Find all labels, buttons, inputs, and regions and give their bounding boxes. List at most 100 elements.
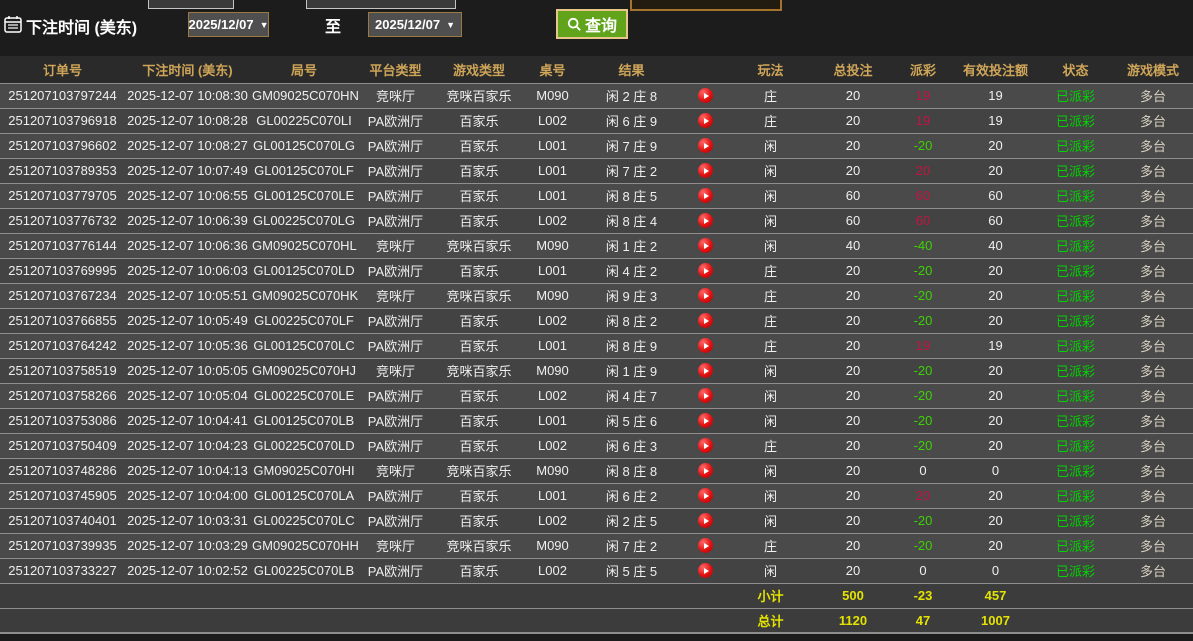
cell-total-bet: 20 [813, 307, 893, 333]
cell-bet-time: 2025-12-07 10:04:23 [125, 432, 250, 458]
cell-bet-time: 2025-12-07 10:05:04 [125, 382, 250, 408]
cell-status: 已派彩 [1038, 482, 1113, 508]
summary-total-bet: 1120 [813, 607, 893, 633]
cell-result: 闲 4 庄 2 [580, 257, 683, 283]
cell-play-type: 闲 [728, 457, 813, 483]
cell-table-no: L001 [525, 332, 580, 358]
header-game-mode: 游戏模式 [1113, 56, 1193, 83]
replay-play-icon[interactable] [698, 413, 713, 428]
cell-total-bet: 20 [813, 482, 893, 508]
replay-play-icon[interactable] [698, 113, 713, 128]
cell-replay [683, 307, 728, 333]
date-to-picker[interactable]: 2025/12/07 ▼ [368, 12, 462, 37]
cell-payout: -20 [893, 407, 953, 433]
cell-platform-type: PA欧洲厅 [358, 157, 433, 183]
cell-total-bet: 60 [813, 182, 893, 208]
cell-play-type: 闲 [728, 132, 813, 158]
cell-order-no: 251207103767234 [0, 282, 125, 308]
cell-result: 闲 7 庄 2 [580, 157, 683, 183]
header-replay [683, 56, 728, 83]
cell-result: 闲 4 庄 7 [580, 382, 683, 408]
cell-payout: 0 [893, 557, 953, 583]
cell-play-type: 庄 [728, 82, 813, 108]
replay-play-icon[interactable] [698, 388, 713, 403]
cell-game-mode: 多台 [1113, 482, 1193, 508]
cell-game-type: 百家乐 [433, 207, 525, 233]
cell-replay [683, 332, 728, 358]
cell-game-type: 百家乐 [433, 182, 525, 208]
cell-payout: -20 [893, 132, 953, 158]
cell-valid-bet: 20 [953, 307, 1038, 333]
replay-play-icon[interactable] [698, 238, 713, 253]
query-button-label: 查询 [585, 18, 618, 35]
replay-play-icon[interactable] [698, 538, 713, 553]
cell-result: 闲 1 庄 9 [580, 357, 683, 383]
cell-table-no: L002 [525, 307, 580, 333]
summary-payout: 47 [893, 607, 953, 633]
cell-status: 已派彩 [1038, 282, 1113, 308]
cell-replay [683, 457, 728, 483]
table-row: 251207103753086 2025-12-07 10:04:41 GL0012… [0, 407, 1193, 433]
cell-bet-time: 2025-12-07 10:04:13 [125, 457, 250, 483]
cell-table-no: M090 [525, 532, 580, 558]
cell-bet-time: 2025-12-07 10:04:41 [125, 407, 250, 433]
replay-play-icon[interactable] [698, 88, 713, 103]
cell-status: 已派彩 [1038, 207, 1113, 233]
cell-total-bet: 20 [813, 382, 893, 408]
table-row: 251207103776144 2025-12-07 10:06:36 GM0902… [0, 232, 1193, 258]
cell-table-no: M090 [525, 282, 580, 308]
cell-game-mode: 多台 [1113, 132, 1193, 158]
cell-bet-time: 2025-12-07 10:06:39 [125, 207, 250, 233]
replay-play-icon[interactable] [698, 288, 713, 303]
query-button[interactable]: 查询 [556, 9, 629, 39]
cell-result: 闲 9 庄 3 [580, 282, 683, 308]
replay-play-icon[interactable] [698, 363, 713, 378]
replay-play-icon[interactable] [698, 463, 713, 478]
cell-replay [683, 257, 728, 283]
replay-play-icon[interactable] [698, 313, 713, 328]
replay-play-icon[interactable] [698, 263, 713, 278]
replay-play-icon[interactable] [698, 338, 713, 353]
header-play-type: 玩法 [728, 56, 813, 83]
cell-result: 闲 2 庄 8 [580, 82, 683, 108]
cell-payout: -20 [893, 532, 953, 558]
cell-replay [683, 107, 728, 133]
summary-spacer [0, 582, 728, 608]
header-valid-bet: 有效投注额 [953, 56, 1038, 83]
cell-table-no: M090 [525, 357, 580, 383]
clipped-input-field[interactable] [630, 0, 782, 11]
replay-play-icon[interactable] [698, 488, 713, 503]
replay-play-icon[interactable] [698, 563, 713, 578]
replay-play-icon[interactable] [698, 188, 713, 203]
cell-round-no: GL00125C070LG [250, 132, 358, 158]
cell-valid-bet: 19 [953, 332, 1038, 358]
replay-play-icon[interactable] [698, 513, 713, 528]
cell-game-mode: 多台 [1113, 232, 1193, 258]
cell-result: 闲 6 庄 3 [580, 432, 683, 458]
clipped-input-field[interactable] [148, 0, 234, 9]
clipped-input-field[interactable] [306, 0, 456, 9]
cell-play-type: 闲 [728, 182, 813, 208]
cell-replay [683, 382, 728, 408]
cell-game-mode: 多台 [1113, 257, 1193, 283]
table-row: 251207103769995 2025-12-07 10:06:03 GL0012… [0, 257, 1193, 283]
cell-total-bet: 40 [813, 232, 893, 258]
table-row: 251207103758519 2025-12-07 10:05:05 GM0902… [0, 357, 1193, 383]
date-from-picker[interactable]: 2025/12/07 ▼ [188, 12, 269, 37]
cell-game-mode: 多台 [1113, 82, 1193, 108]
cell-valid-bet: 20 [953, 482, 1038, 508]
cell-play-type: 庄 [728, 107, 813, 133]
cell-valid-bet: 19 [953, 82, 1038, 108]
filter-bar: 下注时间 (美东) 2025/12/07 ▼ 至 2025/12/07 ▼ 查询 [0, 0, 1193, 56]
cell-table-no: L002 [525, 382, 580, 408]
replay-play-icon[interactable] [698, 213, 713, 228]
replay-play-icon[interactable] [698, 438, 713, 453]
replay-play-icon[interactable] [698, 163, 713, 178]
table-row: 251207103796918 2025-12-07 10:08:28 GL0022… [0, 107, 1193, 133]
cell-platform-type: PA欧洲厅 [358, 107, 433, 133]
replay-play-icon[interactable] [698, 138, 713, 153]
cell-order-no: 251207103776732 [0, 207, 125, 233]
cell-bet-time: 2025-12-07 10:06:36 [125, 232, 250, 258]
cell-replay [683, 282, 728, 308]
cell-bet-time: 2025-12-07 10:03:29 [125, 532, 250, 558]
